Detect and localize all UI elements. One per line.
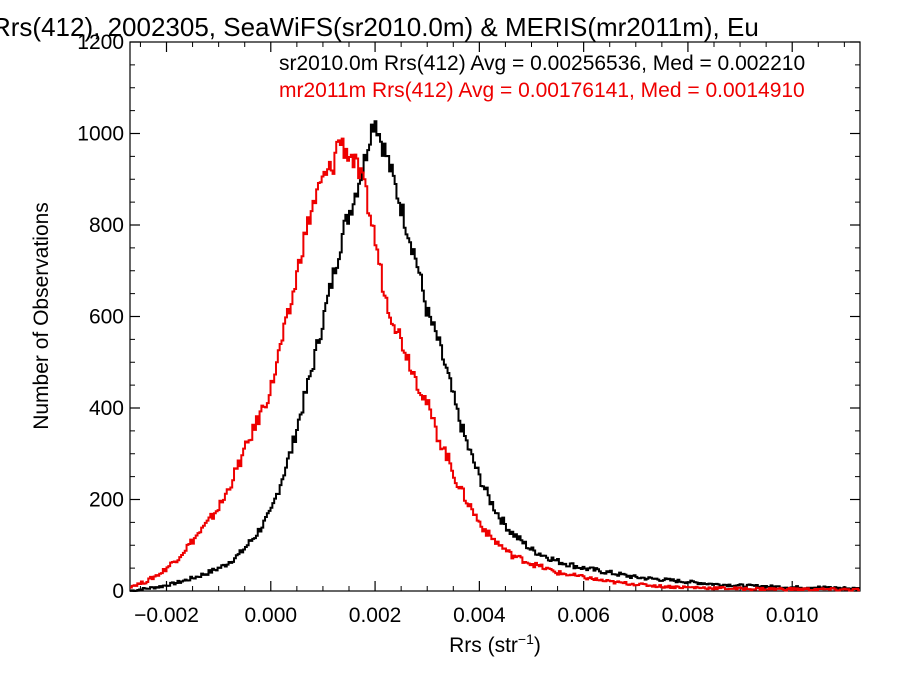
- annotation-seawifs-stats: sr2010.0m Rrs(412) Avg = 0.00256536, Med…: [279, 52, 805, 75]
- y-axis-label: Number of Observations: [30, 202, 53, 430]
- y-tick-label: 0: [112, 580, 124, 603]
- y-tick-label: 400: [89, 397, 124, 420]
- axis-ticks: −0.002 0.000 0.002 0.004 0.006 0.008 0.010 0 200…: [77, 31, 860, 627]
- y-tick-label: 1200: [77, 31, 124, 54]
- x-tick-label: 0.006: [557, 604, 610, 627]
- histogram-series-0: [130, 120, 860, 592]
- x-axis-label-superscript: −1: [518, 631, 534, 647]
- plot-frame: [129, 41, 861, 592]
- x-axis-label-main: Rrs (str: [449, 634, 518, 657]
- x-axis-label: Rrs (str−1): [449, 631, 541, 657]
- x-tick-label: 0.004: [453, 604, 506, 627]
- x-axis-label-close: ): [534, 634, 541, 657]
- x-tick-label: 0.000: [245, 604, 298, 627]
- histogram-series-1: [130, 137, 860, 592]
- y-tick-label: 200: [89, 489, 124, 512]
- x-tick-label: 0.002: [349, 604, 402, 627]
- data-series: [130, 120, 860, 592]
- x-tick-label: −0.002: [134, 604, 199, 627]
- annotation-meris-stats: mr2011m Rrs(412) Avg = 0.00176141, Med =…: [279, 79, 805, 102]
- y-tick-label: 800: [89, 214, 124, 237]
- x-tick-label: 0.010: [766, 604, 819, 627]
- y-tick-label: 1000: [77, 123, 124, 146]
- plot-area: [129, 41, 861, 592]
- chart-title: Rrs(412), 2002305, SeaWiFS(sr2010.0m) & …: [0, 12, 759, 42]
- y-tick-label: 600: [89, 306, 124, 329]
- x-tick-label: 0.008: [662, 604, 715, 627]
